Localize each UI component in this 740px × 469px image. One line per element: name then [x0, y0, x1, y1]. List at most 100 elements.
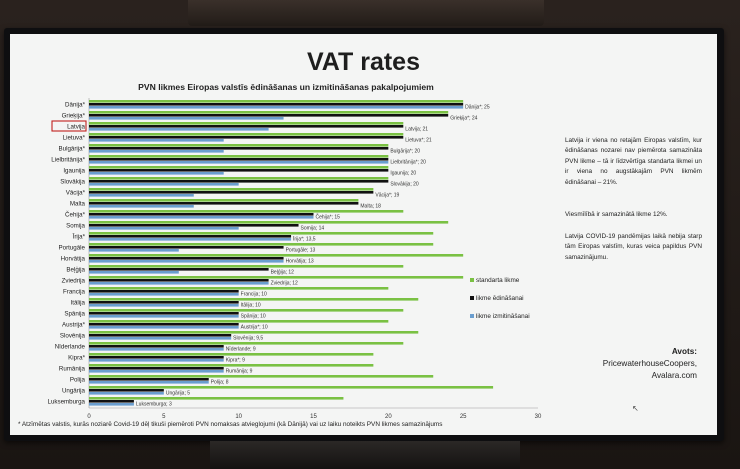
- data-label: Zviedrija; 12: [271, 281, 298, 287]
- bar-2: [89, 150, 224, 153]
- data-label: Vācija*; 19: [375, 193, 399, 199]
- category-label: Horvātija: [61, 255, 86, 262]
- bar-1: [89, 103, 464, 106]
- bar-2: [89, 348, 224, 351]
- bar-2: [89, 403, 134, 406]
- bar-0: [89, 111, 449, 114]
- data-label: Slovēnija; 9,5: [233, 336, 263, 342]
- bar-0: [89, 397, 344, 400]
- category-label: Īrija*: [73, 233, 86, 240]
- bar-0: [89, 309, 404, 312]
- category-label: Polija: [70, 376, 86, 383]
- side-paragraph-3: Latvija COVID-19 pandēmijas laikā nebija…: [565, 233, 702, 261]
- data-label: Dānija*; 25: [465, 105, 490, 111]
- legend-swatch-accommodation: [470, 314, 474, 319]
- bar-1: [89, 213, 314, 216]
- bar-1: [89, 235, 292, 238]
- bar-0: [89, 133, 404, 136]
- bar-2: [89, 216, 314, 219]
- bar-1: [89, 400, 134, 403]
- bar-2: [89, 227, 239, 230]
- x-tick-label: 10: [235, 414, 242, 420]
- category-label: Rumānija: [59, 365, 86, 372]
- legend-accommodation: likme izmitināšanai: [470, 313, 530, 320]
- bar-1: [89, 345, 224, 348]
- bar-2: [89, 205, 194, 208]
- bar-1: [89, 114, 449, 117]
- data-label: Grieķija*; 24: [450, 116, 477, 122]
- category-label: Austrija*: [62, 321, 86, 328]
- bar-2: [89, 128, 269, 131]
- bar-0: [89, 276, 464, 279]
- data-label: Bulgārija*; 20: [390, 149, 420, 155]
- data-label: Luksemburga; 3: [136, 402, 172, 408]
- category-label: Portugāle: [59, 244, 86, 251]
- data-label: Kipra*; 9: [226, 358, 245, 364]
- bar-0: [89, 243, 434, 246]
- category-label: Kipra*: [68, 354, 85, 361]
- data-label: Latvija; 21: [405, 127, 428, 133]
- x-tick-label: 25: [460, 414, 467, 420]
- category-label: Beļģija: [66, 266, 85, 273]
- bar-0: [89, 364, 374, 367]
- sources-title: Avots:: [671, 347, 697, 356]
- bar-0: [89, 342, 404, 345]
- x-tick-label: 5: [162, 414, 166, 420]
- category-label: Čehija*: [65, 211, 86, 218]
- bar-0: [89, 386, 494, 389]
- category-label: Luksemburga: [48, 398, 86, 405]
- bar-0: [89, 199, 359, 202]
- bar-2: [89, 194, 194, 197]
- sources-line-2: Avalara.com: [651, 371, 697, 380]
- bar-2: [89, 381, 209, 384]
- data-label: Itālija; 10: [241, 303, 261, 309]
- footnote: * Atzīmētas valstis, kurās noziarē Covid…: [18, 421, 443, 428]
- data-label: Lietuva*; 21: [405, 138, 432, 144]
- category-label: Nīderlande: [55, 343, 86, 350]
- bar-0: [89, 265, 404, 268]
- category-label: Slovākija: [60, 178, 85, 185]
- bar-2: [89, 392, 164, 395]
- x-tick-label: 30: [535, 414, 542, 420]
- category-label: Ungārija: [62, 387, 86, 394]
- category-label: Spānija: [64, 310, 85, 317]
- mouse-cursor-icon: ↖: [632, 404, 639, 413]
- data-label: Ungārija; 5: [166, 391, 190, 397]
- bar-1: [89, 356, 224, 359]
- category-label: Grieķija*: [62, 112, 86, 119]
- legend-standard: standarta likme: [470, 277, 519, 284]
- bar-2: [89, 370, 224, 373]
- legend-swatch-standard: [470, 278, 474, 283]
- tv-stand: [210, 441, 520, 469]
- bar-0: [89, 144, 389, 147]
- data-label: Īrija*; 13,5: [293, 236, 316, 243]
- data-label: Lielbritānija*; 20: [390, 160, 426, 166]
- x-tick-label: 15: [310, 414, 317, 420]
- bar-1: [89, 202, 359, 205]
- x-tick-label: 0: [87, 414, 91, 420]
- bar-2: [89, 326, 239, 329]
- highlight-box: [51, 120, 87, 132]
- slide-screen: VAT rates PVN likmes Eiropas valstīs ēdi…: [10, 34, 717, 435]
- bar-0: [89, 166, 389, 169]
- wall-cabinet: [188, 0, 544, 26]
- bar-2: [89, 172, 224, 175]
- bar-1: [89, 301, 239, 304]
- chart-title: PVN likmes Eiropas valstīs ēdināšanas un…: [138, 82, 434, 92]
- category-label: Latvija: [67, 123, 85, 130]
- bar-0: [89, 287, 389, 290]
- bar-1: [89, 334, 232, 337]
- category-label: Malta: [70, 200, 86, 207]
- category-label: Itālija: [71, 299, 86, 306]
- bar-2: [89, 293, 239, 296]
- bar-0: [89, 353, 374, 356]
- category-label: Francija: [63, 288, 86, 295]
- legend-label-catering: likme ēdināšanai: [476, 295, 524, 302]
- bar-2: [89, 106, 464, 109]
- bar-1: [89, 246, 284, 249]
- bar-1: [89, 180, 389, 183]
- category-label: Dānija*: [65, 101, 86, 108]
- data-label: Somija; 14: [301, 226, 325, 232]
- legend-swatch-catering: [470, 296, 474, 301]
- bar-2: [89, 249, 179, 252]
